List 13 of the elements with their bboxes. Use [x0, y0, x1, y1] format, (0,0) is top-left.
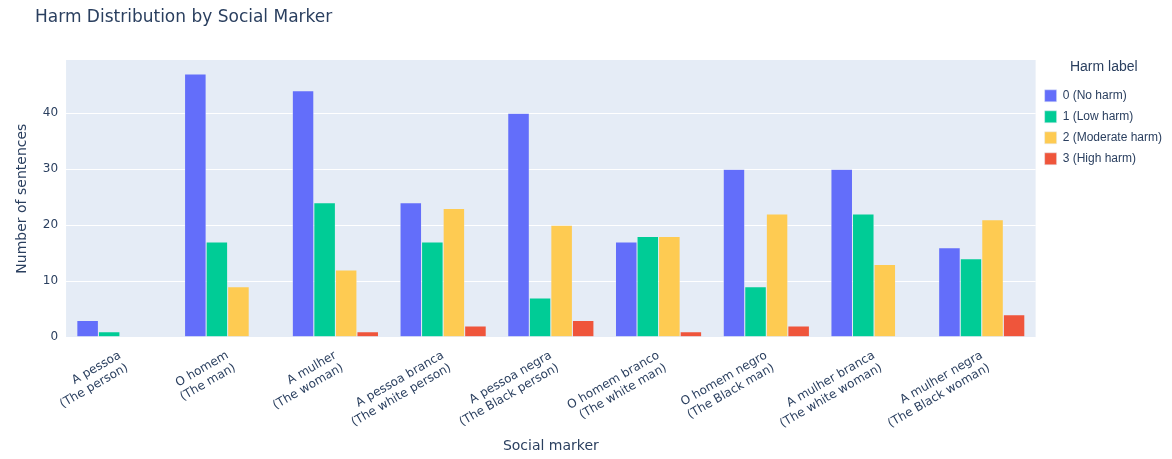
legend-title: Harm label	[1069, 57, 1138, 74]
x-axis-title: Social marker	[502, 437, 600, 454]
legend-label: 0 (No harm)	[1062, 88, 1127, 103]
legend-label: 2 (Moderate harm)	[1062, 130, 1163, 145]
y-tick-label: 20	[42, 217, 59, 232]
y-tick-label: 10	[42, 273, 59, 288]
y-tick-label: 30	[42, 161, 59, 176]
chart-title: Harm Distribution by Social Marker	[35, 6, 333, 26]
y-axis-title: Number of sentences	[13, 123, 30, 274]
y-tick-label: 0	[50, 329, 59, 344]
legend-label: 3 (High harm)	[1062, 151, 1136, 166]
y-tick-label: 40	[42, 105, 59, 120]
legend-label: 1 (Low harm)	[1062, 109, 1134, 124]
